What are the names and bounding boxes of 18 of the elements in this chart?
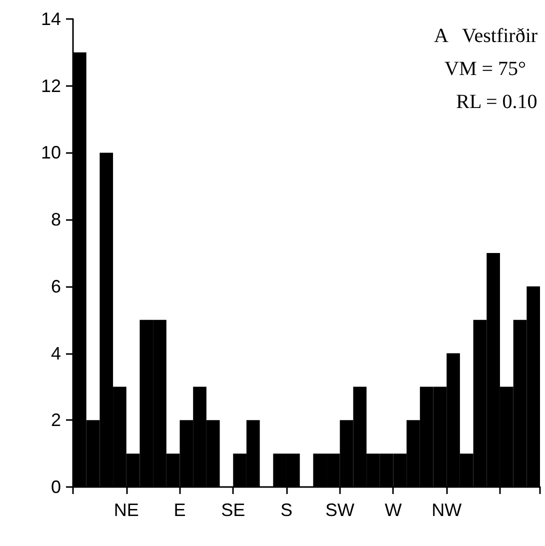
- y-tick-label: 4: [50, 343, 61, 364]
- y-tick-label: 14: [40, 9, 61, 29]
- annotation: RL = 0.10: [456, 91, 538, 113]
- y-tick-label: 6: [50, 276, 61, 296]
- annotation: VM = 75°: [444, 58, 526, 80]
- y-tick-label: 12: [40, 76, 61, 96]
- y-tick-label: 8: [50, 210, 61, 230]
- x-tick-label: W: [384, 500, 402, 520]
- y-tick-label: 2: [50, 410, 61, 430]
- x-tick-label: SW: [325, 500, 354, 520]
- y-tick-label: 0: [50, 477, 61, 497]
- x-tick-label: NW: [432, 500, 462, 520]
- x-tick-label: S: [280, 500, 292, 520]
- annotation: A Vestfirðir: [434, 25, 538, 47]
- y-tick-label: 10: [40, 142, 61, 163]
- x-tick-label: NE: [114, 500, 139, 520]
- x-tick-label: E: [174, 500, 186, 520]
- x-tick-label: SE: [221, 500, 246, 520]
